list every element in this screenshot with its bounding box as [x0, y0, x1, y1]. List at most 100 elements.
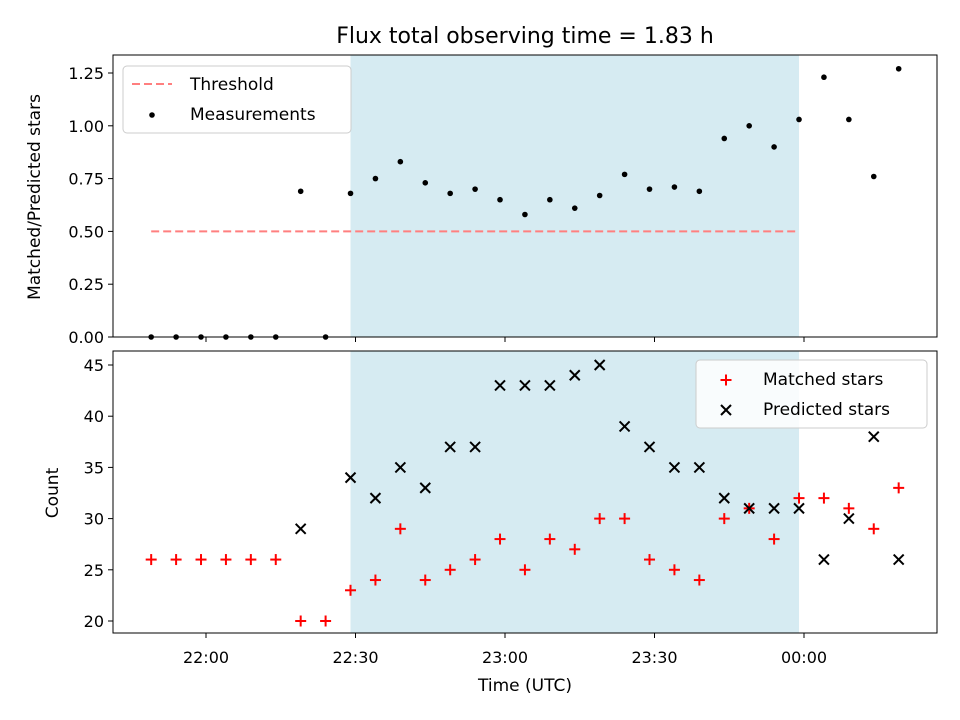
- predicted-star-point: [718, 492, 730, 504]
- matched-star-point: [893, 482, 905, 494]
- predicted-star-mark-b: [544, 379, 556, 392]
- predicted-star-point: [569, 369, 581, 381]
- measurement-point: [372, 175, 379, 182]
- legend-predicted-label: Predicted stars: [763, 400, 890, 420]
- bottom-legend: Matched stars Predicted stars: [695, 359, 928, 429]
- matched-star-point: [345, 584, 357, 596]
- predicted-star-mark-b: [818, 553, 830, 566]
- predicted-star-point: [643, 441, 656, 453]
- matched-star-point: [195, 554, 207, 566]
- predicted-star-mark-b: [743, 502, 755, 515]
- predicted-star-mark-b: [868, 430, 880, 443]
- measurement-point: [721, 135, 728, 142]
- matched-star-point: [843, 502, 855, 514]
- predicted-star-mark-b: [569, 369, 581, 381]
- predicted-star-point: [892, 553, 905, 566]
- predicted-star-mark-b: [344, 471, 357, 484]
- measurement-point: [671, 184, 678, 190]
- x-tick-label: 23:30: [631, 648, 677, 667]
- predicted-star-mark-b: [892, 553, 905, 566]
- top-axes-frame: [112, 54, 938, 338]
- top-y-axis-label: Matched/Predicted stars: [25, 94, 45, 300]
- bottom-axes-frame: [112, 350, 938, 634]
- predicted-star-point: [519, 379, 531, 392]
- matched-star-point: [369, 574, 381, 586]
- x-tick-label: 23:00: [482, 648, 528, 667]
- bottom-plot-area: 20 25 30 35 40 45 22:00 22:30 23:00 23:30 00:00 Mat…: [84, 350, 938, 667]
- top-panel: Flux total observing time = 1.83 h 0.000…: [25, 24, 938, 347]
- predicted-star-mark-b: [419, 482, 431, 494]
- bottom-y-axis-label: Count: [43, 467, 63, 518]
- predicted-star-point: [593, 359, 606, 371]
- predicted-star-point: [369, 492, 382, 504]
- predicted-star-point: [444, 441, 456, 453]
- predicted-star-mark-b: [394, 461, 407, 474]
- legend-matched-label: Matched stars: [763, 370, 883, 390]
- matched-star-point: [619, 513, 631, 525]
- matched-star-point: [270, 554, 282, 566]
- matched-star-point: [519, 564, 531, 576]
- predicted-star-point: [843, 512, 855, 525]
- measurement-point: [547, 196, 553, 203]
- measurement-point: [422, 180, 429, 186]
- measurement-point: [771, 144, 777, 150]
- predicted-star-point: [818, 553, 830, 566]
- matched-star-point: [818, 492, 830, 504]
- predicted-star-point: [344, 471, 357, 484]
- x-tick-label: 00:00: [781, 648, 827, 667]
- matched-star-point: [145, 554, 157, 566]
- predicted-star-mark-b: [793, 502, 805, 515]
- matched-star-point: [444, 564, 456, 576]
- top-y-tick-label: 0.25: [68, 275, 104, 294]
- measurement-point: [347, 190, 354, 197]
- measurement-point: [472, 186, 478, 192]
- measurement-point: [895, 65, 902, 72]
- predicted-star-point: [294, 523, 307, 535]
- predicted-star-point: [743, 502, 755, 515]
- measurement-point: [746, 123, 752, 129]
- legend-threshold-label: Threshold: [189, 75, 274, 95]
- matched-star-point: [245, 554, 257, 566]
- top-legend-box: [122, 65, 352, 134]
- legend-measurement-swatch: [149, 112, 155, 118]
- measurement-point: [821, 74, 827, 81]
- matched-star-point: [494, 533, 506, 545]
- matched-star-point: [220, 554, 232, 566]
- predicted-star-mark-b: [593, 359, 606, 371]
- bottom-y-tick-label: 25: [84, 561, 104, 580]
- predicted-star-mark-b: [668, 461, 681, 474]
- predicted-star-mark-b: [369, 492, 382, 504]
- measurement-point: [870, 173, 877, 180]
- top-y-tick-label: 1.00: [68, 117, 104, 136]
- predicted-star-mark-b: [843, 512, 855, 525]
- matched-star-point: [394, 523, 406, 535]
- measurement-point: [497, 196, 503, 203]
- bottom-y-tick-label: 20: [84, 612, 104, 631]
- bottom-y-tick-label: 45: [84, 356, 104, 375]
- predicted-star-mark-b: [444, 441, 456, 453]
- predicted-star-mark-b: [718, 492, 730, 504]
- bottom-y-tick-label: 40: [84, 407, 104, 426]
- bottom-y-tick-label: 30: [84, 510, 104, 529]
- matched-star-point: [320, 615, 332, 627]
- bottom-y-tick-label: 35: [84, 458, 104, 477]
- x-tick-label: 22:00: [183, 648, 229, 667]
- measurement-point: [846, 116, 852, 123]
- predicted-star-point: [419, 482, 431, 494]
- predicted-star-point: [668, 461, 681, 474]
- matched-star-point: [644, 554, 656, 566]
- x-tick-label: 22:30: [332, 648, 378, 667]
- predicted-star-point: [793, 502, 805, 515]
- predicted-star-point: [768, 502, 780, 515]
- observing-window-span: [350, 55, 800, 337]
- predicted-star-mark-b: [618, 420, 631, 433]
- matched-star-point: [793, 492, 805, 504]
- chart-title: Flux total observing time = 1.83 h: [336, 24, 714, 49]
- measurement-point: [796, 116, 802, 123]
- matched-star-point: [594, 513, 606, 525]
- predicted-star-point: [693, 461, 706, 474]
- top-y-tick-label: 1.25: [68, 64, 104, 83]
- predicted-star-point: [494, 379, 506, 392]
- predicted-star-mark-b: [294, 523, 307, 535]
- predicted-star-mark-b: [693, 461, 706, 474]
